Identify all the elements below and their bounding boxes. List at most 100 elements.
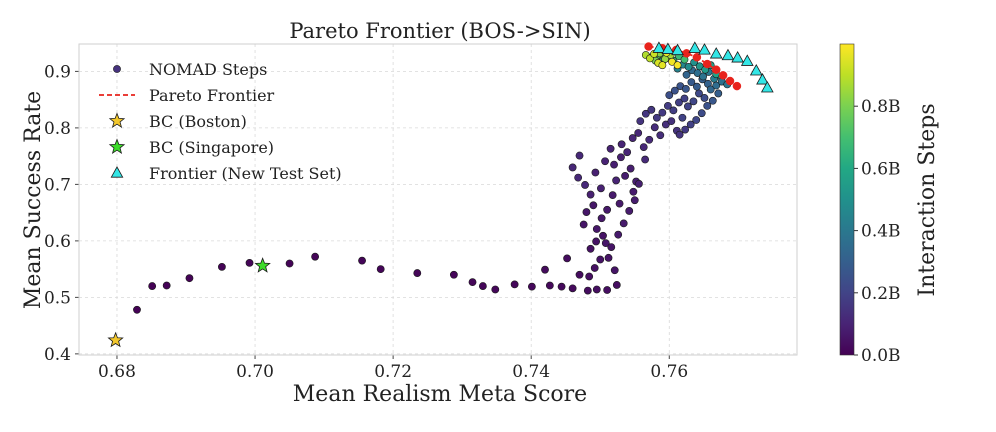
y-tick-label: 0.7 bbox=[44, 175, 71, 195]
scatter-point bbox=[285, 259, 294, 268]
scatter-point bbox=[579, 220, 588, 229]
scatter-point bbox=[652, 113, 661, 122]
colorbar-tick-label: 0.2B bbox=[861, 284, 901, 304]
scatter-point bbox=[706, 85, 715, 94]
scatter-point bbox=[413, 269, 422, 277]
scatter-point bbox=[604, 253, 613, 262]
colorbar-label: Interaction Steps bbox=[915, 103, 940, 296]
scatter-point bbox=[641, 109, 650, 118]
scatter-point bbox=[599, 231, 607, 240]
scatter-point bbox=[597, 184, 605, 193]
scatter-point bbox=[245, 259, 254, 267]
scatter-point bbox=[449, 270, 458, 279]
x-tick-label: 0.68 bbox=[98, 362, 136, 382]
frontier-new-test-set-marker bbox=[688, 41, 702, 53]
pareto-frontier-point bbox=[711, 65, 721, 74]
scatter-point bbox=[708, 96, 717, 105]
scatter-point bbox=[575, 270, 584, 279]
scatter-point bbox=[692, 82, 701, 91]
x-tick-label: 0.70 bbox=[236, 362, 274, 382]
scatter-point bbox=[680, 94, 689, 103]
x-tick-label: 0.72 bbox=[374, 362, 412, 382]
frontier-new-test-set-marker bbox=[671, 43, 684, 56]
colorbar-tick-label: 0.0B bbox=[861, 346, 901, 366]
scatter-point bbox=[658, 61, 667, 70]
frontier-new-test-set-marker bbox=[760, 80, 774, 93]
plot-frame bbox=[78, 43, 798, 356]
scatter-point bbox=[589, 201, 598, 210]
scatter-point bbox=[625, 207, 634, 215]
legend-marker-star bbox=[108, 138, 126, 154]
bc-singapore-marker bbox=[254, 257, 271, 273]
x-tick-label: 0.76 bbox=[650, 362, 688, 382]
scatter-point bbox=[510, 280, 519, 289]
scatter-point bbox=[612, 176, 621, 185]
scatter-point bbox=[586, 190, 595, 199]
x-tick-label: 0.74 bbox=[512, 362, 550, 382]
scatter-point bbox=[641, 155, 650, 164]
scatter-point bbox=[621, 172, 629, 180]
scatter-point bbox=[603, 205, 612, 214]
scatter-point bbox=[714, 89, 723, 98]
scatter-point bbox=[678, 113, 687, 122]
scatter-point bbox=[358, 256, 366, 265]
scatter-point bbox=[630, 196, 639, 205]
x-axis-label: Mean Realism Meta Score bbox=[293, 382, 587, 407]
plot-area: 0.68 0.70 0.72 0.74 0.76 0.4 0.5 0.6 0.7 0.8 0.9 bbox=[44, 41, 798, 382]
scatter-point bbox=[581, 181, 589, 189]
bc-boston-marker bbox=[107, 331, 124, 348]
scatter-point bbox=[700, 94, 709, 102]
y-tick-label: 0.5 bbox=[44, 288, 71, 308]
scatter-point bbox=[617, 140, 626, 149]
chart-title: Pareto Frontier (BOS->SIN) bbox=[289, 19, 590, 43]
frontier-new-test-set-marker bbox=[721, 48, 735, 61]
legend-marker-frontier-new-test-set bbox=[110, 166, 124, 178]
frontier-new-test-set-marker bbox=[756, 73, 769, 85]
pareto-frontier-point bbox=[703, 59, 712, 69]
scatter-point bbox=[478, 282, 487, 290]
scatter-point bbox=[617, 153, 625, 162]
scatter-point bbox=[639, 143, 648, 151]
scatter-point bbox=[568, 163, 577, 172]
y-tick-label: 0.4 bbox=[44, 345, 71, 365]
y-tick-label: 0.9 bbox=[44, 62, 71, 82]
scatter-point bbox=[650, 123, 659, 132]
scatter-point bbox=[545, 281, 554, 290]
colorbar-tick-label: 0.8B bbox=[861, 97, 901, 117]
scatter-point bbox=[692, 116, 701, 124]
scatter-point bbox=[619, 219, 628, 228]
scatter-point bbox=[148, 282, 157, 290]
scatter-point bbox=[568, 284, 577, 293]
scatter-point bbox=[712, 81, 721, 90]
legend-label: NOMAD Steps bbox=[149, 60, 267, 79]
pareto-frontier-point bbox=[644, 42, 653, 51]
scatter-point bbox=[563, 254, 571, 263]
frontier-new-test-set-marker bbox=[749, 64, 763, 76]
scatter-point bbox=[636, 117, 645, 126]
legend-label: Pareto Frontier bbox=[149, 86, 275, 105]
scatter-point bbox=[645, 135, 654, 144]
scatter-point bbox=[610, 266, 619, 275]
colorbar-tick-label: 0.4B bbox=[861, 222, 901, 242]
scatter-point bbox=[557, 282, 566, 291]
scatter-point bbox=[597, 214, 606, 223]
y-axis-label: Mean Success Rate bbox=[21, 91, 46, 309]
pareto-frontier-point bbox=[682, 49, 691, 58]
legend-label: Frontier (New Test Set) bbox=[149, 164, 342, 183]
scatter-point bbox=[686, 120, 695, 129]
scatter-point bbox=[608, 191, 617, 200]
scatter-point bbox=[626, 164, 635, 173]
scatter-point bbox=[585, 272, 594, 281]
scatter-point bbox=[664, 101, 672, 110]
scatter-point bbox=[591, 168, 600, 177]
scatter-point bbox=[675, 130, 684, 139]
scatter-point bbox=[703, 101, 712, 110]
scatter-point bbox=[133, 305, 141, 314]
scatter-point bbox=[162, 281, 171, 290]
scatter-point bbox=[629, 187, 638, 196]
plot-background bbox=[79, 44, 797, 355]
legend: NOMAD Steps Pareto Frontier BC (Boston) BC … bbox=[99, 60, 342, 183]
legend-label: BC (Boston) bbox=[149, 112, 247, 131]
